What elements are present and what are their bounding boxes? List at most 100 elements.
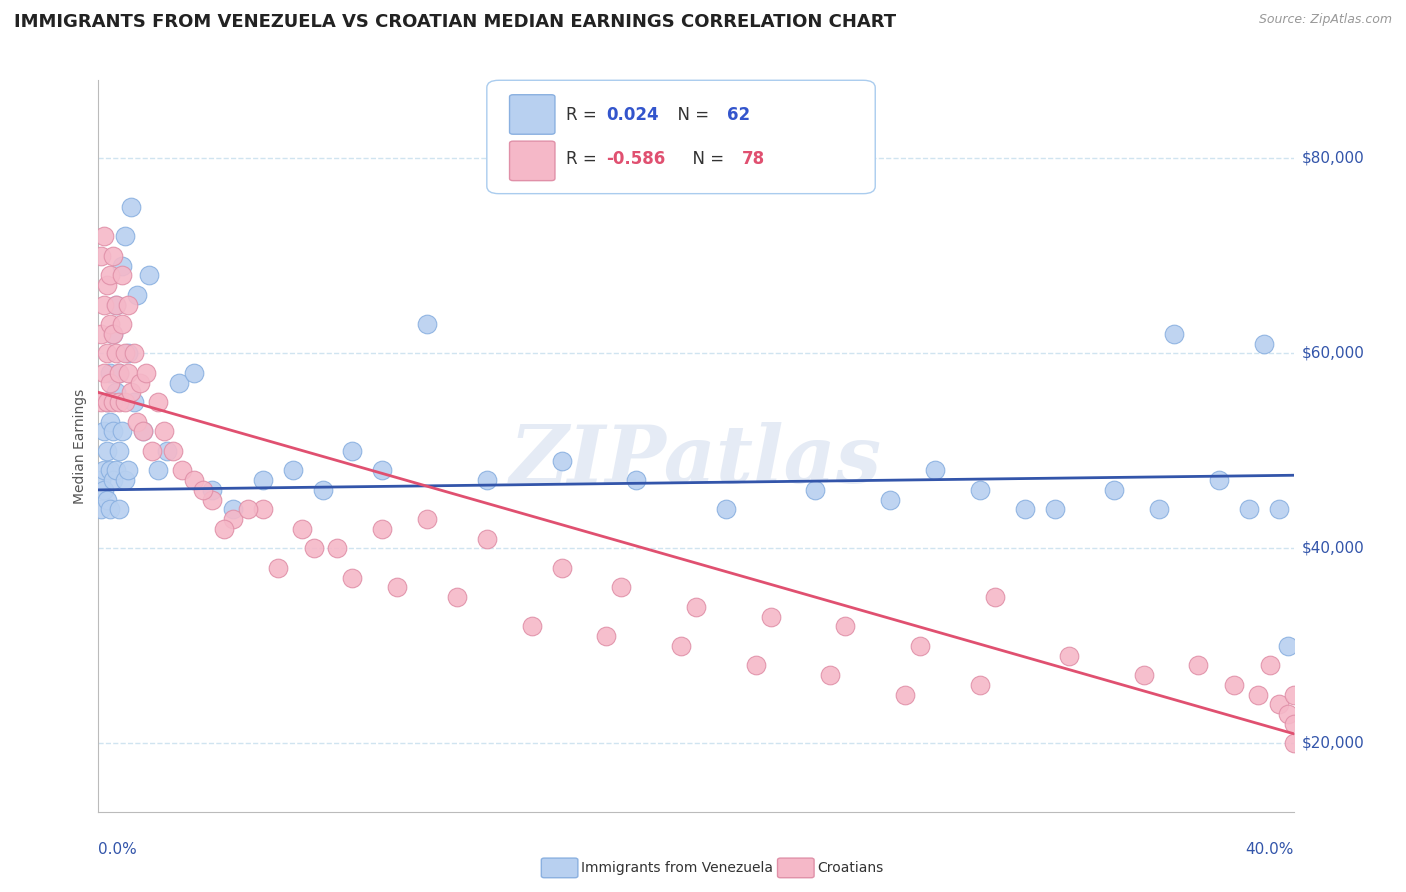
Point [1247, 688, 1270, 702]
Point [1059, 648, 1081, 663]
Text: N =: N = [682, 150, 728, 168]
Point [1147, 502, 1170, 516]
Point [595, 629, 617, 643]
Point [98, 268, 122, 283]
Point [1133, 668, 1156, 682]
Text: $40,000: $40,000 [1302, 541, 1365, 556]
Text: 62: 62 [727, 106, 751, 124]
Point [371, 522, 394, 536]
Point [96, 395, 118, 409]
Text: IMMIGRANTS FROM VENEZUELA VS CROATIAN MEDIAN EARNINGS CORRELATION CHART: IMMIGRANTS FROM VENEZUELA VS CROATIAN ME… [14, 13, 896, 31]
Point [127, 288, 149, 302]
Point [311, 483, 333, 497]
Point [117, 346, 139, 360]
Point [117, 366, 139, 380]
Point [148, 395, 170, 409]
Point [90, 395, 112, 409]
Point [326, 541, 349, 556]
Point [135, 366, 157, 380]
Point [120, 385, 142, 400]
Point [879, 492, 901, 507]
Point [132, 425, 155, 439]
Point [1104, 483, 1126, 497]
Point [1208, 473, 1230, 487]
Point [1187, 658, 1209, 673]
Point [138, 268, 160, 283]
Point [108, 366, 131, 380]
Text: $80,000: $80,000 [1302, 151, 1365, 166]
Point [820, 668, 842, 682]
Point [103, 425, 125, 439]
Point [201, 483, 224, 497]
Point [105, 385, 128, 400]
Point [1163, 326, 1185, 341]
Point [669, 639, 692, 653]
Point [156, 443, 179, 458]
Point [894, 688, 917, 702]
Point [385, 581, 409, 595]
Point [1237, 502, 1260, 516]
Point [108, 502, 131, 516]
Y-axis label: Median Earnings: Median Earnings [73, 388, 87, 504]
Point [610, 581, 633, 595]
FancyBboxPatch shape [486, 80, 876, 194]
Text: ZIPatlas: ZIPatlas [510, 422, 882, 500]
Point [105, 463, 128, 477]
Text: N =: N = [668, 106, 714, 124]
Point [1282, 717, 1305, 731]
Point [342, 571, 364, 585]
Point [167, 376, 190, 390]
Point [90, 502, 112, 516]
Text: $60,000: $60,000 [1302, 346, 1365, 361]
Point [520, 619, 543, 633]
Point [475, 473, 498, 487]
Point [834, 619, 856, 633]
Point [96, 443, 118, 458]
Point [93, 229, 115, 244]
Point [132, 425, 155, 439]
Point [984, 590, 1007, 604]
Point [124, 395, 146, 409]
Point [90, 249, 112, 263]
Point [111, 425, 134, 439]
Point [148, 463, 170, 477]
Point [1282, 688, 1305, 702]
Text: Croatians: Croatians [817, 861, 883, 875]
Point [105, 297, 128, 311]
Point [90, 473, 112, 487]
Point [93, 425, 115, 439]
Point [98, 415, 122, 429]
Point [1043, 502, 1066, 516]
Point [267, 561, 290, 575]
Point [114, 229, 136, 244]
Point [117, 463, 139, 477]
Point [446, 590, 468, 604]
Point [90, 326, 112, 341]
FancyBboxPatch shape [509, 141, 555, 181]
Point [745, 658, 768, 673]
Point [1282, 736, 1305, 750]
Point [111, 317, 134, 331]
Point [162, 443, 184, 458]
Point [1223, 678, 1246, 692]
Point [550, 453, 572, 467]
Point [153, 425, 176, 439]
Point [1253, 336, 1275, 351]
Point [103, 249, 125, 263]
Point [117, 297, 139, 311]
Point [98, 502, 122, 516]
Point [626, 473, 648, 487]
Point [96, 395, 118, 409]
Point [96, 278, 118, 293]
Point [342, 443, 364, 458]
Point [291, 522, 314, 536]
Point [105, 346, 128, 360]
Point [108, 443, 131, 458]
Point [969, 483, 991, 497]
Text: Source: ZipAtlas.com: Source: ZipAtlas.com [1258, 13, 1392, 27]
Point [183, 473, 205, 487]
Point [969, 678, 991, 692]
Text: $20,000: $20,000 [1302, 736, 1365, 751]
Text: -0.586: -0.586 [606, 150, 665, 168]
Text: 40.0%: 40.0% [1246, 842, 1294, 857]
